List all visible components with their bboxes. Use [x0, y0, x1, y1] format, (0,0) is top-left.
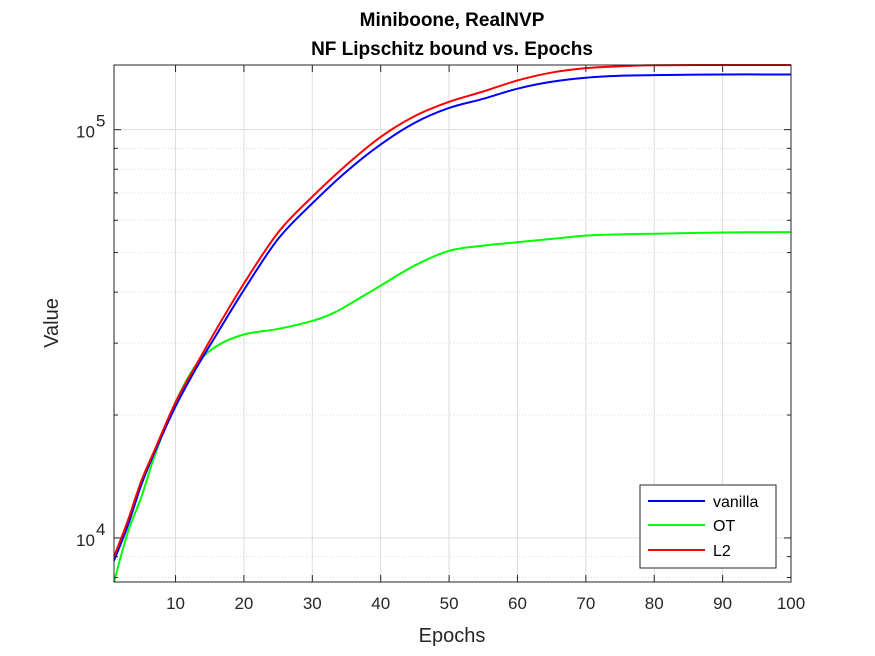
- x-tick-label: 20: [234, 594, 253, 613]
- x-tick-label: 10: [166, 594, 185, 613]
- x-tick-labels: 10 20 30 40 50 60 70 80 90 100: [166, 594, 805, 613]
- y-axis-label: Value: [41, 298, 63, 348]
- x-tick-label: 30: [303, 594, 322, 613]
- x-tick-label: 100: [777, 594, 805, 613]
- legend: vanilla OT L2: [639, 484, 777, 569]
- x-tick-label: 70: [576, 594, 595, 613]
- x-tick-label: 40: [371, 594, 390, 613]
- y-tick-label: 10: [76, 123, 95, 142]
- plot-frame: [113, 64, 792, 583]
- x-tick-label: 90: [713, 594, 732, 613]
- series-layer: [113, 63, 792, 583]
- chart-title-line-2: NF Lipschitz bound vs. Epochs: [311, 39, 593, 60]
- x-axis-label: Epochs: [419, 625, 486, 647]
- legend-label-vanilla: vanilla: [713, 494, 758, 511]
- legend-label-ot: OT: [713, 518, 735, 535]
- tick-layer: [114, 65, 792, 582]
- x-tick-label: 80: [645, 594, 664, 613]
- x-tick-label: 50: [440, 594, 459, 613]
- legend-label-l2: L2: [713, 543, 731, 560]
- y-tick-label-exponent: 4: [96, 520, 105, 539]
- y-tick-label: 10: [76, 531, 95, 550]
- legend-box: [639, 484, 777, 569]
- x-tick-label: 60: [508, 594, 527, 613]
- series-line-l2: [113, 63, 792, 557]
- chart-title-line-1: Miniboone, RealNVP: [360, 10, 545, 31]
- y-tick-label-exponent: 5: [96, 112, 105, 131]
- series-line-vanilla: [113, 73, 792, 561]
